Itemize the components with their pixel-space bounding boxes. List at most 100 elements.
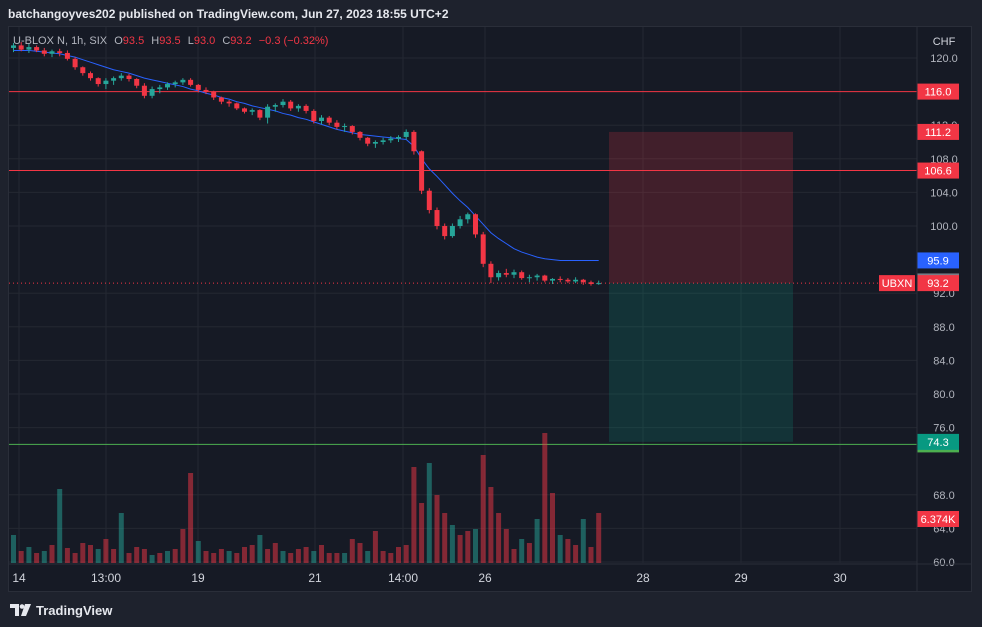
candle-body [580,279,586,283]
volume-bar [588,547,594,563]
candle-body [411,131,417,152]
candle-body [18,45,24,50]
volume-bar [265,549,271,563]
candle-body [257,110,263,118]
volume-bar [526,543,532,563]
legend-open-label: O [114,35,123,47]
candle-body [265,106,271,118]
volume-bar [534,519,540,563]
time-axis-tick: 30 [833,571,847,585]
price-tag-bg [917,252,959,269]
time-axis-tick: 19 [191,571,205,585]
candle-body [372,142,378,144]
candle-body [565,279,571,282]
volume-bar [18,551,24,563]
volume-bar [57,489,63,563]
volume-bar [103,539,109,563]
legend-symbol[interactable]: U-BLOX N, 1h, SIX [13,35,108,47]
time-axis-tick: 14 [12,571,26,585]
candle-body [349,126,355,132]
candle-body [403,131,409,137]
volume-bar [488,487,494,563]
price-axis: CHF120.0112.0108.0104.0100.092.088.084.0… [930,36,958,569]
volume-bar [165,551,170,563]
volume-bar [280,551,286,563]
volume-bar [519,539,525,563]
volume-bar [388,553,394,563]
candle-body [550,278,555,281]
candles [11,42,602,286]
volume-bar [11,535,16,563]
volume-bar [411,467,417,563]
volume-bar [511,549,517,563]
candle-body [319,117,324,121]
level-price-tag: 116.0 [925,87,952,99]
candle-body [596,283,602,285]
candle-body [234,103,240,109]
volume-tag: 6.374K [921,514,957,526]
legend-high-label: H [151,35,160,47]
volume-bar [95,549,101,563]
volume-bar [111,549,117,563]
volume-bar [272,543,278,563]
volume-bar [349,539,355,563]
volume-bar [550,493,555,563]
candle-body [34,47,40,51]
candle-body [511,272,517,275]
chart-legend: U-BLOX N, 1h, SIX O93.5 H93.5 L93.0 C93.… [13,35,328,47]
candle-body [41,50,47,54]
candle-body [334,122,340,127]
volume-bar [218,549,224,563]
candle-body [126,75,132,79]
volume-tag-bg [917,511,959,527]
level-price-tag-bg [917,83,959,100]
volume-bar [449,525,455,563]
volume-bar [249,545,255,563]
chart-panel[interactable]: CHF120.0112.0108.0104.0100.092.088.084.0… [8,26,972,592]
candle-body [49,51,55,54]
legend-open: 93.5 [122,35,145,47]
candle-body [342,126,348,128]
candle-body [311,110,317,121]
legend-close-label: C [222,35,231,47]
volume-bar [480,455,486,563]
volume-bar [473,529,478,563]
candle-body [465,214,471,220]
candle-body [419,151,425,191]
volume-bar [172,549,178,563]
candle-body [218,97,224,102]
volume-bar [195,541,201,563]
candle-body [272,105,278,107]
time-axis-tick: 26 [478,571,492,585]
volume-bar [180,529,186,563]
price-tag: 93.2 [927,278,948,290]
candle-body [57,51,63,53]
volume-bar [26,547,32,563]
volume-bar [573,545,579,563]
candle-body [396,136,401,139]
volume-bar [226,551,232,563]
footer-brand[interactable]: TradingView [10,601,112,619]
candle-body [11,45,16,48]
candle-body [288,101,294,109]
volume-bar [126,553,132,563]
volume-bar [580,519,586,563]
candle-body [365,137,371,144]
price-tag-bg [917,433,959,450]
candle-body [172,82,178,85]
level-price-tag-bg [917,162,959,179]
volume-bar [503,529,509,563]
legend-change: −0.3 (−0.32%) [258,35,329,47]
stop-loss-zone [609,131,793,284]
volume-bar [303,547,309,563]
candle-body [134,79,140,86]
price-tag-bg [917,123,959,140]
candle-body [118,75,124,79]
time-axis-tick: 29 [734,571,748,585]
candle-body [249,110,255,112]
footer-brand-text: TradingView [36,602,113,618]
candle-body [95,78,101,85]
price-tag: 74.3 [927,437,948,449]
price-axis-tick: 120.0 [930,53,958,65]
candlestick-chart[interactable]: CHF120.0112.0108.0104.0100.092.088.084.0… [9,27,971,591]
